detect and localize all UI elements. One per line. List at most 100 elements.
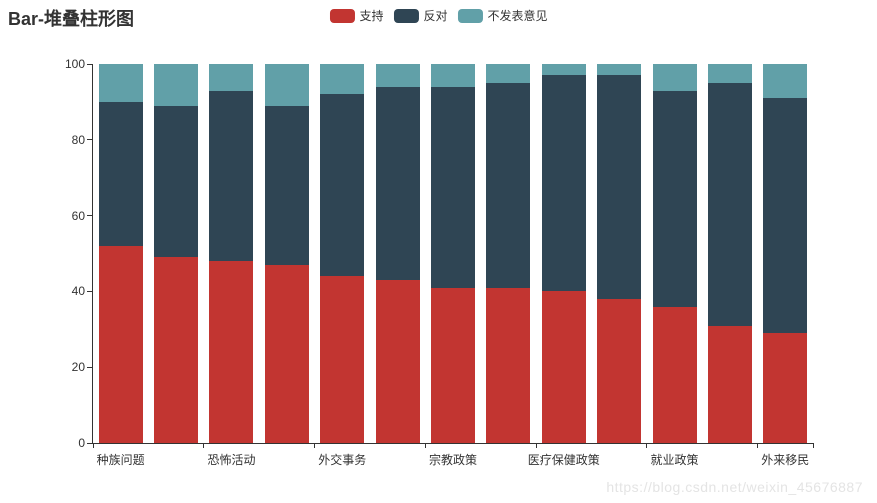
x-axis-tick [203, 443, 205, 448]
bar-segment-不发表意见[interactable] [541, 64, 586, 76]
bar-segment-支持[interactable] [541, 291, 586, 443]
stacked-bar [486, 64, 531, 443]
bar-segment-反对[interactable] [652, 90, 697, 307]
bar-group [259, 64, 314, 443]
bar-segment-不发表意见[interactable] [486, 64, 531, 83]
x-axis-tick [646, 443, 648, 448]
y-axis-tick [87, 215, 92, 217]
bar-segment-支持[interactable] [486, 287, 531, 443]
bar-group [702, 64, 757, 443]
legend: 支持 反对 不发表意见 [329, 7, 548, 24]
bar-segment-支持[interactable] [430, 287, 475, 443]
x-axis-label: 医疗保健政策 [527, 453, 600, 467]
bar-group [481, 64, 536, 443]
y-axis-label: 80 [71, 132, 85, 147]
bar-group [758, 64, 813, 443]
bar-segment-反对[interactable] [707, 82, 752, 326]
stacked-bar [597, 64, 642, 443]
y-axis-tick [87, 366, 92, 368]
stacked-bar [652, 64, 697, 443]
bar-group [370, 64, 425, 443]
bar-segment-反对[interactable] [375, 86, 420, 281]
stacked-bar [541, 64, 586, 443]
x-axis-label: 宗教政策 [428, 453, 478, 467]
x-axis-tick [424, 443, 426, 448]
legend-label: 支持 [359, 9, 384, 23]
x-axis-tick [535, 443, 537, 448]
x-axis-tick [757, 443, 759, 448]
bar-segment-支持[interactable] [264, 264, 309, 443]
legend-item-no-comment[interactable]: 不发表意见 [457, 7, 548, 24]
chart-title: Bar-堆叠柱形图 [8, 9, 135, 29]
bar-segment-反对[interactable] [98, 101, 143, 246]
stacked-bar [430, 64, 475, 443]
bar-segment-不发表意见[interactable] [652, 64, 697, 91]
bar-segment-不发表意见[interactable] [320, 64, 365, 95]
y-axis-label: 100 [64, 57, 85, 71]
stacked-bar [763, 64, 808, 443]
bar-segment-反对[interactable] [763, 98, 808, 334]
x-axis-tick [812, 443, 814, 448]
bar-segment-反对[interactable] [209, 90, 254, 262]
bar-group [591, 64, 646, 443]
bar-segment-支持[interactable] [597, 298, 642, 443]
bar-segment-不发表意见[interactable] [264, 64, 309, 106]
bar-segment-不发表意见[interactable] [209, 64, 254, 91]
bar-segment-不发表意见[interactable] [597, 64, 642, 76]
bar-segment-反对[interactable] [486, 82, 531, 288]
legend-marker-no-comment-icon [457, 8, 483, 23]
bar-group [315, 64, 370, 443]
legend-item-support[interactable]: 支持 [329, 7, 383, 24]
stacked-bar [375, 64, 420, 443]
x-axis-label: 就业政策 [650, 453, 699, 467]
y-axis-label: 0 [78, 436, 85, 450]
bar-segment-不发表意见[interactable] [98, 64, 143, 102]
bar-group [647, 64, 702, 443]
legend-marker-support-icon [329, 8, 355, 23]
x-axis-label: 外来移民 [761, 453, 810, 467]
y-axis-label: 20 [71, 360, 85, 375]
x-axis-tick [92, 443, 94, 448]
bar-segment-支持[interactable] [652, 306, 697, 443]
bar-segment-不发表意见[interactable] [430, 64, 475, 87]
bar-segment-支持[interactable] [763, 333, 808, 443]
bar-group [425, 64, 480, 443]
bar-segment-反对[interactable] [597, 75, 642, 299]
x-axis-tick [314, 443, 316, 448]
plot-area: 0 20 40 60 80 100 种族问题 恐怖活动 外交事务 宗教政策 医疗保健政策 就业政策 外来… [65, 57, 814, 467]
bar-segment-反对[interactable] [154, 105, 199, 258]
bar-segment-支持[interactable] [320, 276, 365, 443]
bar-segment-反对[interactable] [264, 105, 309, 265]
bar-segment-反对[interactable] [320, 94, 365, 277]
legend-label: 反对 [423, 9, 448, 23]
bar-segment-支持[interactable] [98, 245, 143, 443]
bar-segment-支持[interactable] [707, 325, 752, 443]
legend-item-oppose[interactable]: 反对 [393, 7, 448, 24]
bar-segment-不发表意见[interactable] [154, 64, 199, 106]
bar-segment-不发表意见[interactable] [707, 64, 752, 83]
bar-segment-支持[interactable] [154, 257, 199, 443]
legend-label: 不发表意见 [487, 9, 548, 23]
bar-segment-不发表意见[interactable] [375, 64, 420, 87]
stacked-bar [264, 64, 309, 443]
bar-segment-支持[interactable] [375, 280, 420, 443]
bar-segment-支持[interactable] [209, 261, 254, 443]
stacked-bar [209, 64, 254, 443]
y-axis-tick [87, 442, 92, 444]
bar-segment-不发表意见[interactable] [763, 64, 808, 99]
bar-segment-反对[interactable] [541, 75, 586, 292]
bar-segment-反对[interactable] [430, 86, 475, 288]
stacked-bar [98, 64, 143, 443]
y-axis-label: 40 [71, 284, 85, 299]
x-axis-label: 外交事务 [318, 453, 367, 467]
y-axis-tick [87, 290, 92, 292]
stacked-bar [707, 64, 752, 443]
x-axis-label: 种族问题 [96, 453, 145, 467]
stacked-bar [320, 64, 365, 443]
y-axis-tick [87, 63, 92, 65]
bar-group [204, 64, 259, 443]
bar-group [148, 64, 203, 443]
bar-group [536, 64, 591, 443]
y-axis-tick [87, 139, 92, 141]
